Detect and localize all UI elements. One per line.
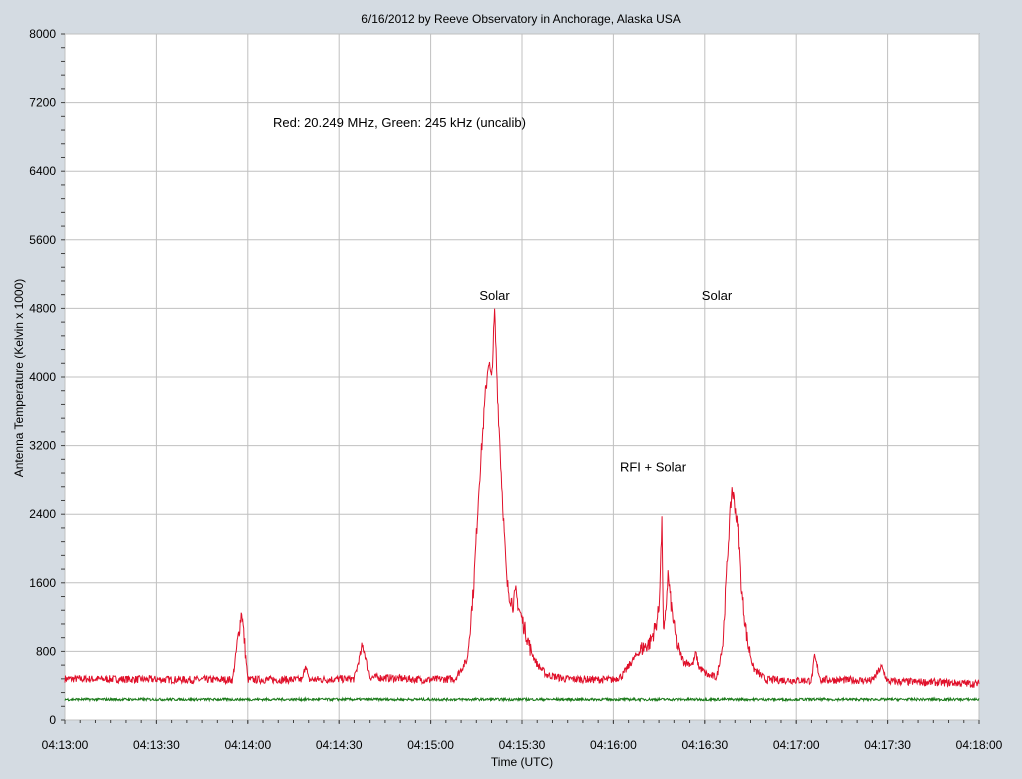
y-tick-labels: 0 800 1600 2400 3200 4000 4800 5600 6400 7200 8000 <box>29 27 56 727</box>
x-tick-labels: 04:13:00 04:13:30 04:14:00 04:14:30 04:15:00… <box>42 738 1003 752</box>
x-tick-label: 04:13:30 <box>133 738 180 752</box>
y-tick-label: 7200 <box>29 96 56 110</box>
x-tick-label: 04:13:00 <box>42 738 89 752</box>
y-tick-label: 0 <box>49 713 56 727</box>
x-tick-label: 04:16:30 <box>681 738 728 752</box>
y-tick-label: 5600 <box>29 233 56 247</box>
x-tick-label: 04:14:00 <box>224 738 271 752</box>
x-tick-label: 04:14:30 <box>316 738 363 752</box>
x-tick-label: 04:18:00 <box>956 738 1003 752</box>
y-tick-label: 800 <box>36 644 56 658</box>
y-tick-label: 3200 <box>29 439 56 453</box>
y-tick-label: 4000 <box>29 370 56 384</box>
y-tick-label: 2400 <box>29 507 56 521</box>
x-tick-label: 04:15:30 <box>499 738 546 752</box>
y-axis-label: Antenna Temperature (Kelvin x 1000) <box>12 279 26 478</box>
x-tick-label: 04:17:30 <box>864 738 911 752</box>
annotation-label: RFI + Solar <box>620 459 687 474</box>
minor-ticks <box>61 33 980 723</box>
chart-title: 6/16/2012 by Reeve Observatory in Anchor… <box>361 12 681 26</box>
annotation-label: Solar <box>702 288 733 303</box>
series-line-0 <box>64 308 980 688</box>
series-line-1 <box>64 696 980 703</box>
x-tick-label: 04:16:00 <box>590 738 637 752</box>
y-tick-label: 6400 <box>29 164 56 178</box>
annotation-label: Solar <box>479 288 510 303</box>
x-axis-label: Time (UTC) <box>491 755 553 769</box>
x-tick-label: 04:15:00 <box>407 738 454 752</box>
annotations: Solar Solar RFI + Solar <box>479 288 732 475</box>
y-tick-label: 1600 <box>29 576 56 590</box>
y-tick-label: 4800 <box>29 301 56 315</box>
series-layer <box>64 308 980 703</box>
y-tick-label: 8000 <box>29 27 56 41</box>
chart-note: Red: 20.249 MHz, Green: 245 kHz (uncalib… <box>273 115 526 130</box>
x-tick-label: 04:17:00 <box>773 738 820 752</box>
